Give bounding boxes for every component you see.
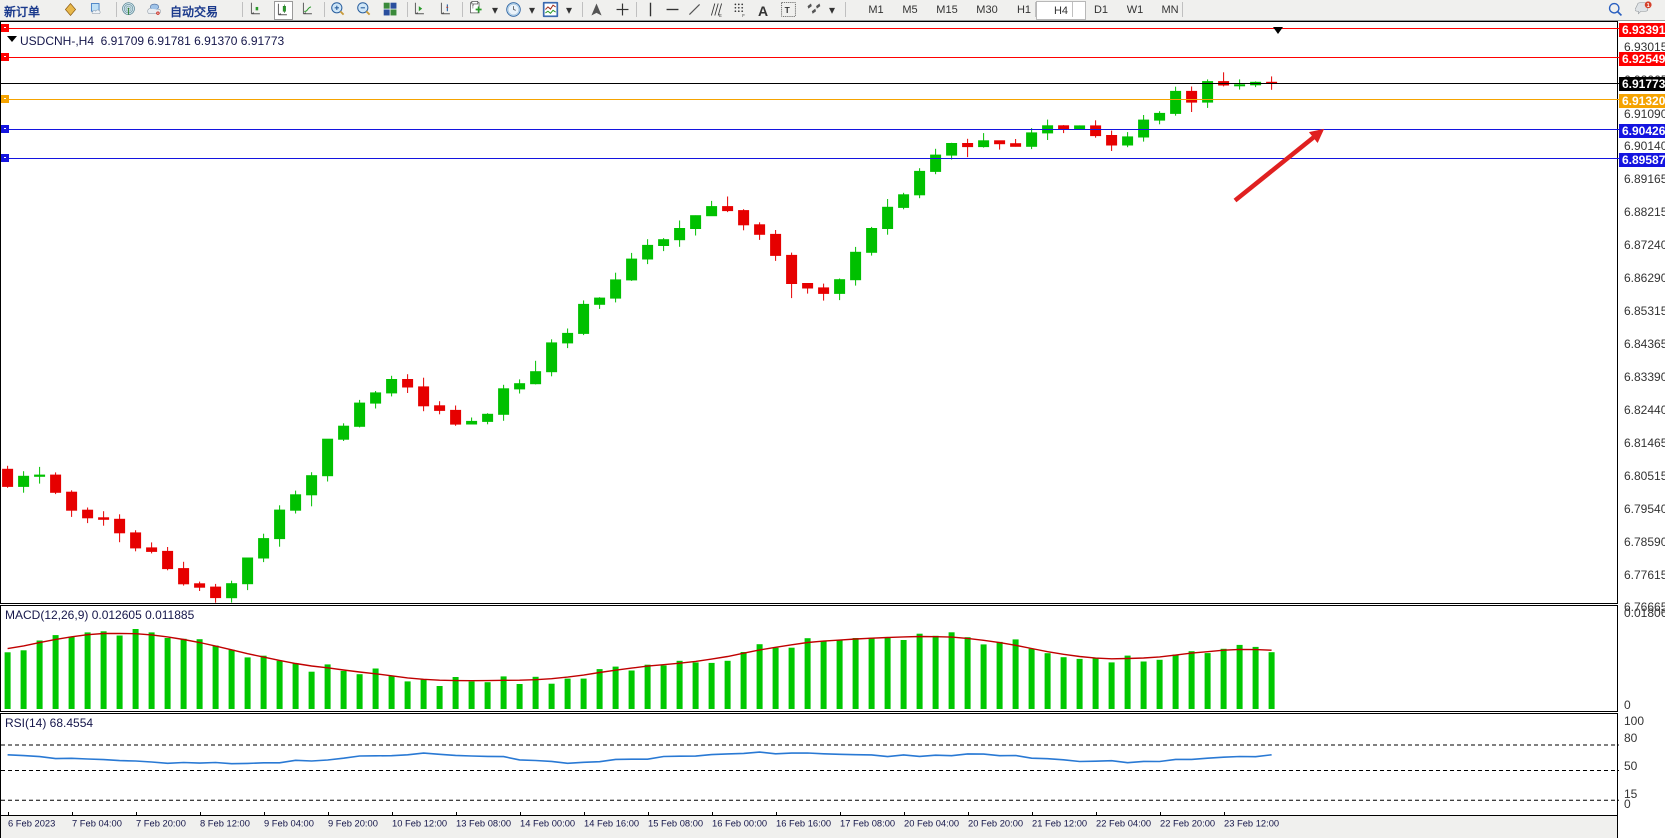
svg-text:1: 1 xyxy=(1647,3,1650,9)
svg-text:F: F xyxy=(742,13,745,18)
svg-text:E: E xyxy=(719,13,722,18)
svg-text:T: T xyxy=(785,5,791,15)
